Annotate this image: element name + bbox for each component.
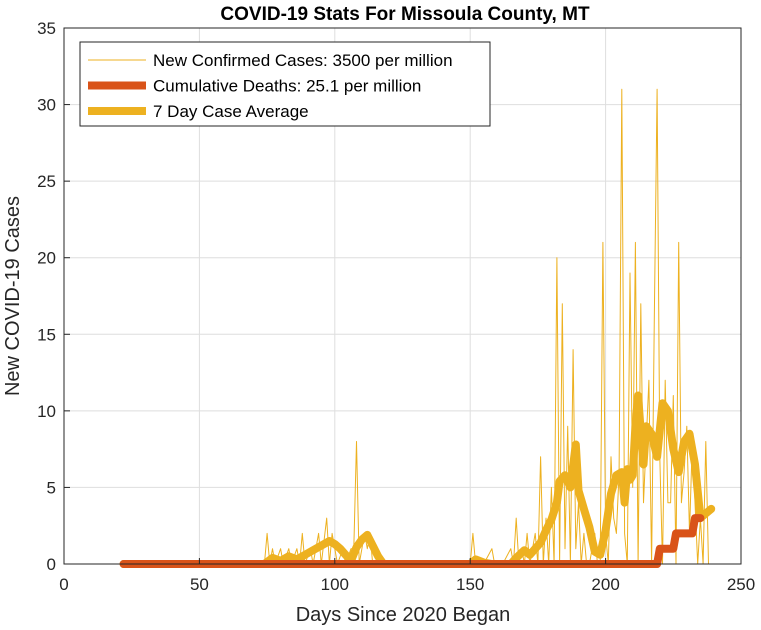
y-tick-label: 25 (37, 172, 56, 191)
legend-box (79, 41, 491, 127)
legend-entry: Cumulative Deaths: 25.1 per million (153, 77, 421, 96)
x-tick-label: 100 (321, 575, 349, 594)
y-tick-label: 15 (37, 325, 56, 344)
x-tick-label: 250 (727, 575, 755, 594)
y-tick-label: 30 (37, 96, 56, 115)
chart-title: COVID-19 Stats For Missoula County, MT (220, 4, 590, 25)
x-tick-label: 150 (456, 575, 484, 594)
legend-entry: New Confirmed Cases: 3500 per million (153, 51, 453, 70)
x-tick-label: 200 (591, 575, 619, 594)
y-tick-label: 20 (37, 249, 56, 268)
series-line-2 (119, 391, 716, 568)
legend-entry: 7 Day Case Average (153, 102, 309, 121)
y-tick-label: 0 (47, 555, 56, 574)
y-tick-label: 10 (37, 402, 56, 421)
plot-area (119, 88, 716, 568)
x-tick-label: 0 (59, 575, 68, 594)
axis-ticks: 0 50 100 150 200 250 0 5 10 15 20 25 30 35 (37, 19, 755, 594)
series-line-1 (119, 514, 705, 568)
x-tick-label: 50 (190, 575, 209, 594)
y-tick-label: 35 (37, 19, 56, 38)
x-axis-label: Days Since 2020 Began (296, 604, 511, 626)
y-axis-label: New COVID-19 Cases (2, 196, 24, 396)
y-tick-label: 5 (47, 478, 56, 497)
axes-frame (63, 27, 742, 565)
legend: New Confirmed Cases: 3500 per million Cum… (79, 41, 491, 127)
